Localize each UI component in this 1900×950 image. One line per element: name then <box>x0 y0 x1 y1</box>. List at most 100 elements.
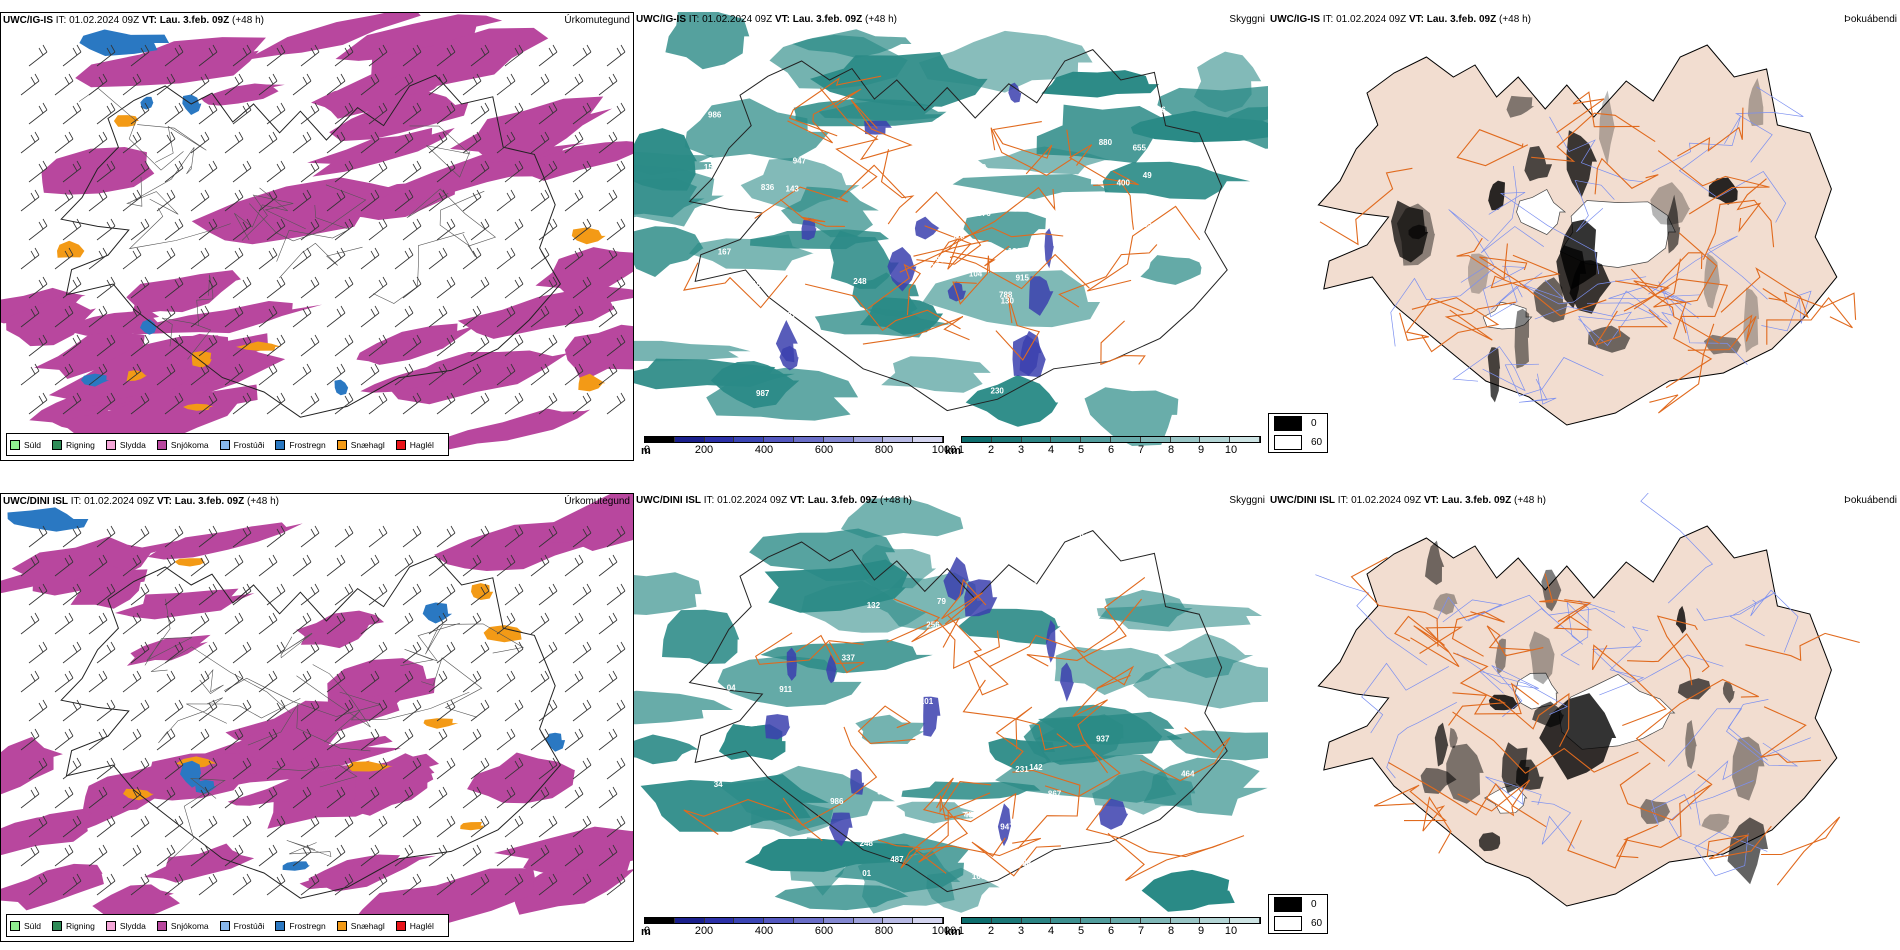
fog-patch <box>1488 180 1505 211</box>
wind-barb <box>96 815 116 838</box>
scale-tick-label: 8 <box>1167 444 1175 456</box>
legend-swatch <box>219 439 230 450</box>
wind-barb <box>496 363 516 386</box>
road-line <box>1567 819 1639 869</box>
fog-indicator-map <box>1317 44 1857 426</box>
wind-barb <box>428 670 448 693</box>
wind-barb <box>530 305 550 328</box>
fog-legend-swatch-60 <box>1274 435 1302 450</box>
legend-item: Slydda <box>105 439 146 450</box>
wind-barb <box>232 815 252 838</box>
scale-color-step <box>1230 437 1260 442</box>
wind-barb <box>462 728 482 751</box>
wind-barb <box>462 247 482 270</box>
river-line <box>1668 780 1754 858</box>
wind-barb <box>394 305 414 328</box>
road-line <box>782 726 878 826</box>
scale-color-step <box>1170 437 1201 442</box>
wind-barb <box>54 670 74 693</box>
visibility-value-label: 167 <box>718 248 732 257</box>
scale-tick-label: 6 <box>1107 925 1115 937</box>
snow-area <box>307 127 455 177</box>
visibility-value-label: 287 <box>783 311 797 320</box>
wind-barb <box>96 525 116 548</box>
freezing-rain-area <box>545 732 566 752</box>
teal-visibility-area <box>749 528 896 581</box>
wind-barb <box>198 583 218 606</box>
wind-barb <box>402 757 422 780</box>
wind-barb <box>130 160 150 183</box>
wind-barb <box>428 189 448 212</box>
wind-barb <box>130 699 150 722</box>
wind-barb <box>266 699 286 722</box>
dense-fog-area <box>914 216 940 240</box>
legend-item: Súld <box>10 439 41 450</box>
wind-barb <box>496 612 516 635</box>
ice-pellet-area <box>471 583 494 600</box>
scale-color-step <box>1200 918 1231 923</box>
dense-fog-area <box>826 653 837 684</box>
scale-tick-label: 1000 <box>931 444 957 456</box>
scale-tick-label: 9 <box>1197 925 1205 937</box>
wind-barb <box>130 392 150 415</box>
visibility-value-label: 755 <box>1139 220 1153 229</box>
wind-barb <box>54 131 74 154</box>
legend-item: Snjókoma <box>156 439 209 450</box>
wind-barb <box>96 44 116 67</box>
wind-barb <box>606 873 626 896</box>
teal-visibility-area <box>801 580 928 633</box>
snow-area <box>467 752 575 804</box>
scale-tick-label: 1 <box>957 925 965 937</box>
wind-barb <box>606 757 626 780</box>
boundary-line <box>439 190 485 258</box>
wind-barb <box>462 612 482 635</box>
river-line <box>1678 146 1787 223</box>
visibility-value-label: 114 <box>893 224 906 233</box>
river-line <box>1518 373 1557 405</box>
legend-item: Rigning <box>52 439 95 450</box>
visibility-value-label: 965 <box>936 256 950 265</box>
visibility-scale-km: km 1 2 3 4 5 6 7 8 9 10 <box>945 917 1261 938</box>
wind-barb <box>368 218 388 241</box>
wind-barb <box>394 554 414 577</box>
freezing-rain-area <box>182 94 202 115</box>
fog-patch <box>1640 798 1671 824</box>
legend-item: Frostúði <box>219 920 264 931</box>
scale-color-step <box>764 437 794 442</box>
road-line <box>971 837 1061 877</box>
teal-visibility-area <box>1132 656 1268 709</box>
teal-visibility-area <box>1023 704 1163 765</box>
legend-item: Rigning <box>52 920 95 931</box>
wind-barb <box>470 334 490 357</box>
wind-barb <box>496 189 516 212</box>
ice-pellet-area <box>236 341 282 351</box>
legend-swatch <box>275 439 286 450</box>
wind-barb <box>198 276 218 299</box>
visibility-value-label: 04 <box>727 683 736 692</box>
wind-barb <box>538 583 558 606</box>
road-line <box>1623 784 1711 848</box>
wind-barb <box>190 728 210 751</box>
wind-barb <box>598 844 618 867</box>
wind-barb <box>436 102 456 125</box>
wind-barb <box>564 728 584 751</box>
river-line <box>1523 272 1647 305</box>
wind-barb <box>232 334 252 357</box>
wind-barb <box>504 815 524 838</box>
wind-barb <box>564 612 584 635</box>
wind-barb <box>198 102 218 125</box>
visibility-value-label: 876 <box>977 209 991 218</box>
wind-barb <box>496 728 516 751</box>
dense-fog-area <box>887 247 917 292</box>
road-line <box>867 263 921 316</box>
road-line <box>804 283 961 332</box>
road-line <box>947 615 1009 696</box>
boundary-line <box>186 698 301 724</box>
snow-area <box>41 147 155 195</box>
boundary-line <box>137 124 207 163</box>
teal-visibility-area <box>958 608 1061 645</box>
road-line <box>1556 91 1640 134</box>
teal-visibility-area <box>814 308 953 338</box>
ice-pellet-area <box>174 558 206 567</box>
visibility-value-label: 400 <box>1117 178 1131 187</box>
